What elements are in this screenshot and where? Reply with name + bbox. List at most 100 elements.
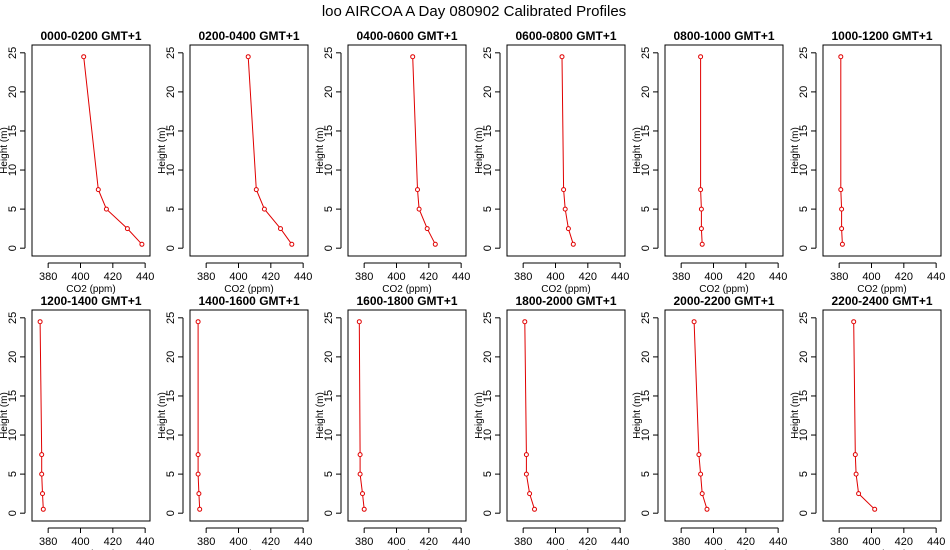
- y-axis-label: Height (m): [474, 127, 485, 174]
- y-tick-label: 25: [165, 312, 177, 324]
- y-tick-label: 15: [640, 390, 652, 402]
- x-tick-label: 420: [104, 271, 122, 283]
- y-axis: 0 5 10 15 20 25 Height (m): [157, 312, 184, 516]
- data-point: [699, 241, 705, 247]
- x-axis-label: CO2 (ppm): [857, 284, 906, 295]
- panel-title: 0400-0600 GMT+1: [356, 29, 457, 43]
- x-tick-label: 400: [862, 271, 880, 283]
- plot-frame: [189, 309, 309, 522]
- data-point: [357, 452, 363, 458]
- data-point: [245, 54, 251, 60]
- data-point: [39, 452, 45, 458]
- x-tick-label: 440: [294, 271, 312, 283]
- y-tick-label: 25: [7, 312, 19, 324]
- data-point: [698, 206, 704, 212]
- y-tick-label: 15: [165, 125, 177, 137]
- data-point: [698, 471, 704, 477]
- panel-title: 1400-1600 GMT+1: [198, 294, 299, 308]
- y-tick-label: 25: [798, 312, 810, 324]
- y-tick-label: 5: [323, 471, 335, 477]
- plot-frame: [347, 44, 467, 257]
- y-tick-label: 20: [165, 351, 177, 363]
- y-tick-label: 25: [7, 47, 19, 59]
- x-axis-label: CO2 (ppm): [224, 284, 273, 295]
- y-tick-label: 5: [323, 206, 335, 212]
- x-tick-label: 380: [830, 536, 848, 548]
- data-point: [698, 226, 704, 232]
- y-tick-label: 15: [798, 390, 810, 402]
- x-tick-label: 440: [611, 536, 629, 548]
- data-point: [570, 241, 576, 247]
- x-tick-label: 440: [611, 271, 629, 283]
- y-axis: 0 5 10 15 20 25 Height (m): [474, 312, 501, 516]
- data-point: [839, 226, 845, 232]
- y-tick-label: 5: [640, 471, 652, 477]
- data-point: [261, 206, 267, 212]
- data-point: [704, 506, 710, 512]
- panel-title: 1600-1800 GMT+1: [356, 294, 457, 308]
- y-tick-label: 15: [482, 125, 494, 137]
- data-point: [357, 471, 363, 477]
- chart-panel: 0600-0800 GMT+1 380 400 420 440 CO2 (ppm) 0 5 10…: [474, 29, 629, 295]
- data-point: [559, 54, 565, 60]
- data-point: [195, 319, 201, 325]
- y-axis-label: Height (m): [790, 127, 801, 174]
- y-tick-label: 15: [165, 390, 177, 402]
- y-tick-label: 25: [482, 47, 494, 59]
- x-tick-label: 400: [546, 536, 564, 548]
- y-axis: 0 5 10 15 20 25 Height (m): [790, 47, 817, 251]
- x-tick-label: 380: [830, 271, 848, 283]
- y-tick-label: 25: [640, 47, 652, 59]
- y-tick-label: 15: [640, 125, 652, 137]
- data-point: [561, 187, 567, 193]
- data-point: [856, 491, 862, 497]
- y-tick-label: 25: [323, 312, 335, 324]
- chart-panel: 0000-0200 GMT+1 380 400 420 440 CO2 (ppm) 0 5 10…: [0, 29, 154, 295]
- y-axis-label: Height (m): [474, 392, 485, 439]
- x-tick-label: 420: [420, 271, 438, 283]
- panel-title: 2000-2200 GMT+1: [673, 294, 774, 308]
- x-tick-label: 440: [769, 536, 787, 548]
- y-tick-label: 20: [323, 86, 335, 98]
- data-point: [432, 241, 438, 247]
- data-point: [699, 491, 705, 497]
- y-axis-label: Height (m): [632, 392, 643, 439]
- data-point: [416, 206, 422, 212]
- data-point: [872, 506, 878, 512]
- y-axis-label: Height (m): [157, 127, 168, 174]
- x-tick-label: 440: [769, 271, 787, 283]
- y-tick-label: 10: [482, 429, 494, 441]
- data-point: [839, 206, 845, 212]
- data-point: [523, 452, 529, 458]
- y-axis: 0 5 10 15 20 25 Height (m): [157, 47, 184, 251]
- y-axis: 0 5 10 15 20 25 Height (m): [474, 47, 501, 251]
- data-point: [197, 506, 203, 512]
- data-point: [415, 187, 420, 193]
- data-point: [103, 206, 109, 212]
- panel-title: 1000-1200 GMT+1: [831, 29, 932, 43]
- panel-title: 0600-0800 GMT+1: [515, 29, 616, 43]
- y-axis: 0 5 10 15 20 25 Height (m): [315, 47, 342, 251]
- plot-frame: [31, 44, 151, 257]
- data-point: [39, 471, 45, 477]
- y-tick-label: 20: [323, 351, 335, 363]
- y-tick-label: 0: [323, 245, 335, 251]
- y-tick-label: 25: [798, 47, 810, 59]
- data-point: [698, 187, 704, 193]
- data-point: [851, 319, 857, 325]
- profile-line: [412, 56, 436, 245]
- data-point: [562, 206, 568, 212]
- y-tick-label: 5: [640, 206, 652, 212]
- data-point: [40, 506, 46, 512]
- data-point: [527, 491, 533, 497]
- data-point: [853, 471, 859, 477]
